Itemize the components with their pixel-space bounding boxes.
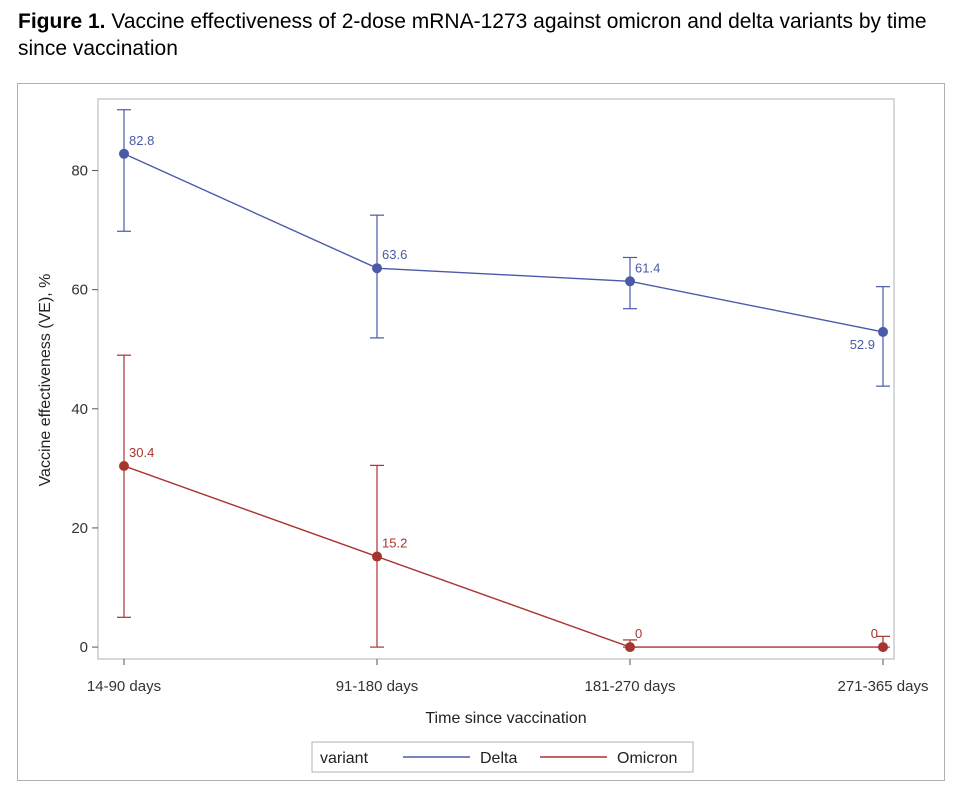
- series-line: [123, 465, 883, 648]
- y-tick-label: 20: [71, 520, 88, 537]
- x-tick-label: 181-270 days: [585, 678, 676, 695]
- data-label: 0: [871, 626, 878, 641]
- data-point: [625, 642, 635, 653]
- data-point: [119, 148, 129, 159]
- data-label: 0: [635, 626, 642, 641]
- y-axis: 0 20 40 60 80: [71, 162, 98, 656]
- legend-box: [311, 741, 694, 773]
- figure-caption: Figure 1. Vaccine effectiveness of 2-dos…: [18, 8, 948, 62]
- data-point: [878, 642, 888, 653]
- x-tick-label: 271-365 days: [838, 678, 929, 695]
- data-label: 82.8: [129, 133, 154, 148]
- figure-caption-text: Vaccine effectiveness of 2-dose mRNA-127…: [18, 10, 927, 60]
- figure-label: Figure 1.: [18, 10, 106, 33]
- data-label: 61.4: [635, 260, 660, 275]
- legend-label-omicron: Omicron: [617, 750, 677, 767]
- legend-title: variant: [320, 750, 369, 767]
- data-label: 52.9: [850, 337, 875, 352]
- y-tick-label: 40: [71, 401, 88, 418]
- y-axis-title: Vaccine effectiveness (VE), %: [37, 274, 54, 487]
- y-tick-label: 0: [80, 639, 88, 656]
- data-label: 63.6: [382, 247, 407, 262]
- data-point: [372, 551, 382, 562]
- legend: variant Delta Omicron: [311, 741, 694, 773]
- series-delta: 82.8 63.6 61.4 52.9: [117, 109, 890, 387]
- y-tick-label: 80: [71, 162, 88, 179]
- data-label: 30.4: [129, 445, 154, 460]
- x-tick-label: 91-180 days: [336, 678, 419, 695]
- data-point: [878, 326, 888, 337]
- series-omicron: 30.4 15.2 0 0: [117, 354, 890, 653]
- chart-frame: [17, 83, 945, 781]
- data-point: [372, 263, 382, 274]
- data-point: [119, 460, 129, 471]
- legend-label-delta: Delta: [480, 750, 517, 767]
- x-axis-title: Time since vaccination: [425, 710, 586, 727]
- data-point: [625, 276, 635, 287]
- y-tick-label: 60: [71, 282, 88, 299]
- series-layer: 82.8 63.6 61.4 52.9 30.4 15.2 0 0: [117, 109, 890, 653]
- series-line: [123, 153, 884, 333]
- x-axis: 14-90 days 91-180 days 181-270 days 271-365…: [87, 659, 929, 695]
- data-label: 15.2: [382, 536, 407, 551]
- x-tick-label: 14-90 days: [87, 678, 161, 695]
- plot-area: [97, 98, 895, 660]
